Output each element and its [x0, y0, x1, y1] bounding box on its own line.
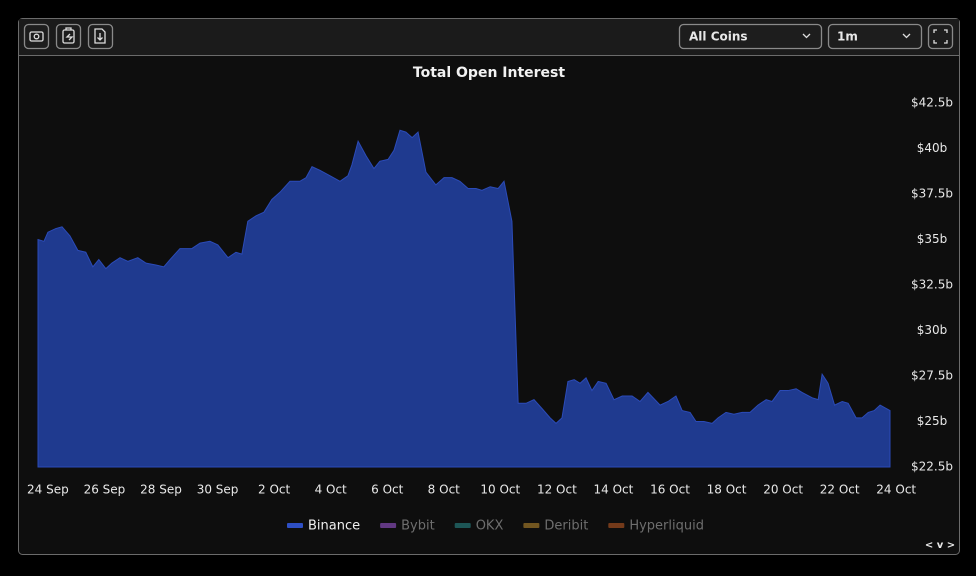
x-tick-label: 16 Oct — [650, 483, 690, 497]
legend-label[interactable]: Binance — [308, 519, 360, 534]
legend-swatch — [523, 523, 540, 528]
x-tick-label: 30 Sep — [197, 483, 239, 497]
coin-select-label: All Coins — [689, 30, 748, 44]
y-tick-label: $22.5b — [911, 460, 953, 474]
x-tick-label: 14 Oct — [594, 483, 634, 497]
area — [37, 129, 891, 468]
y-tick-label: $42.5b — [911, 96, 953, 110]
legend-label[interactable]: Deribit — [544, 519, 588, 534]
y-tick-label: $40b — [917, 141, 948, 155]
x-tick-label: 24 Sep — [27, 483, 69, 497]
x-tick-label: 8 Oct — [428, 483, 460, 497]
coin-select[interactable]: All Coins — [678, 23, 823, 50]
y-tick-label: $37.5b — [911, 187, 953, 201]
x-tick-label: 2 Oct — [258, 483, 290, 497]
x-tick-label: 12 Oct — [537, 483, 577, 497]
fullscreen-button[interactable] — [927, 23, 954, 50]
chart-title: Total Open Interest — [413, 65, 565, 81]
y-tick-label: $30b — [917, 323, 948, 337]
x-tick-label: 22 Oct — [820, 483, 860, 497]
y-tick-label: $32.5b — [911, 278, 953, 292]
legend-label[interactable]: Hyperliquid — [629, 519, 704, 534]
legend-label[interactable]: OKX — [476, 519, 504, 534]
legend-swatch — [380, 523, 397, 528]
copy-button[interactable] — [55, 23, 82, 50]
x-tick-label: 28 Sep — [140, 483, 182, 497]
legend-swatch — [608, 523, 625, 528]
x-tick-label: 4 Oct — [315, 483, 347, 497]
y-tick-label: $35b — [917, 232, 948, 246]
interval-select[interactable]: 1m — [827, 23, 923, 50]
interval-select-label: 1m — [837, 30, 858, 44]
download-button[interactable] — [87, 23, 114, 50]
y-tick-label: $25b — [917, 414, 948, 428]
legend-label[interactable]: Bybit — [401, 519, 435, 534]
x-tick-label: 18 Oct — [707, 483, 747, 497]
legend-nav[interactable]: < v > — [925, 540, 955, 551]
x-tick-label: 24 Oct — [876, 483, 916, 497]
legend-swatch — [454, 523, 471, 528]
x-tick-label: 20 Oct — [763, 483, 803, 497]
legend-swatch — [287, 523, 303, 528]
x-tick-label: 26 Sep — [84, 483, 126, 497]
y-tick-label: $27.5b — [911, 369, 953, 383]
x-tick-label: 6 Oct — [371, 483, 403, 497]
screenshot-button[interactable] — [23, 23, 50, 50]
x-tick-label: 10 Oct — [480, 483, 520, 497]
